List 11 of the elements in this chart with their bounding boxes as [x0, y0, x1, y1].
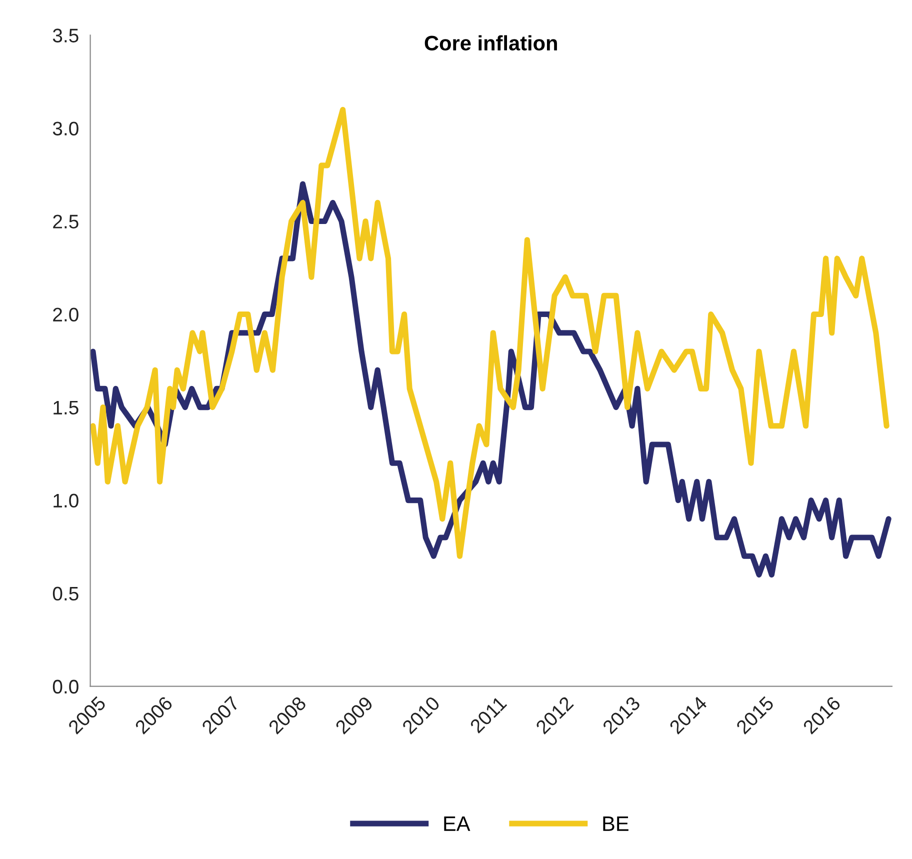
chart-title: Core inflation: [424, 35, 557, 51]
legend-label: BE: [603, 816, 628, 831]
y-tick-label: 0.5: [52, 586, 78, 601]
y-tick-label: 1.0: [54, 494, 78, 508]
y-tick-label: 0.0: [52, 680, 78, 694]
legend-label: EA: [444, 816, 470, 831]
y-tick-label: 3.5: [52, 28, 78, 42]
y-tick-label: 3.0: [52, 122, 78, 136]
y-tick-label: 2.0: [53, 308, 78, 322]
y-tick-label: 2.5: [53, 214, 78, 228]
y-tick-label: 1.5: [54, 400, 78, 415]
